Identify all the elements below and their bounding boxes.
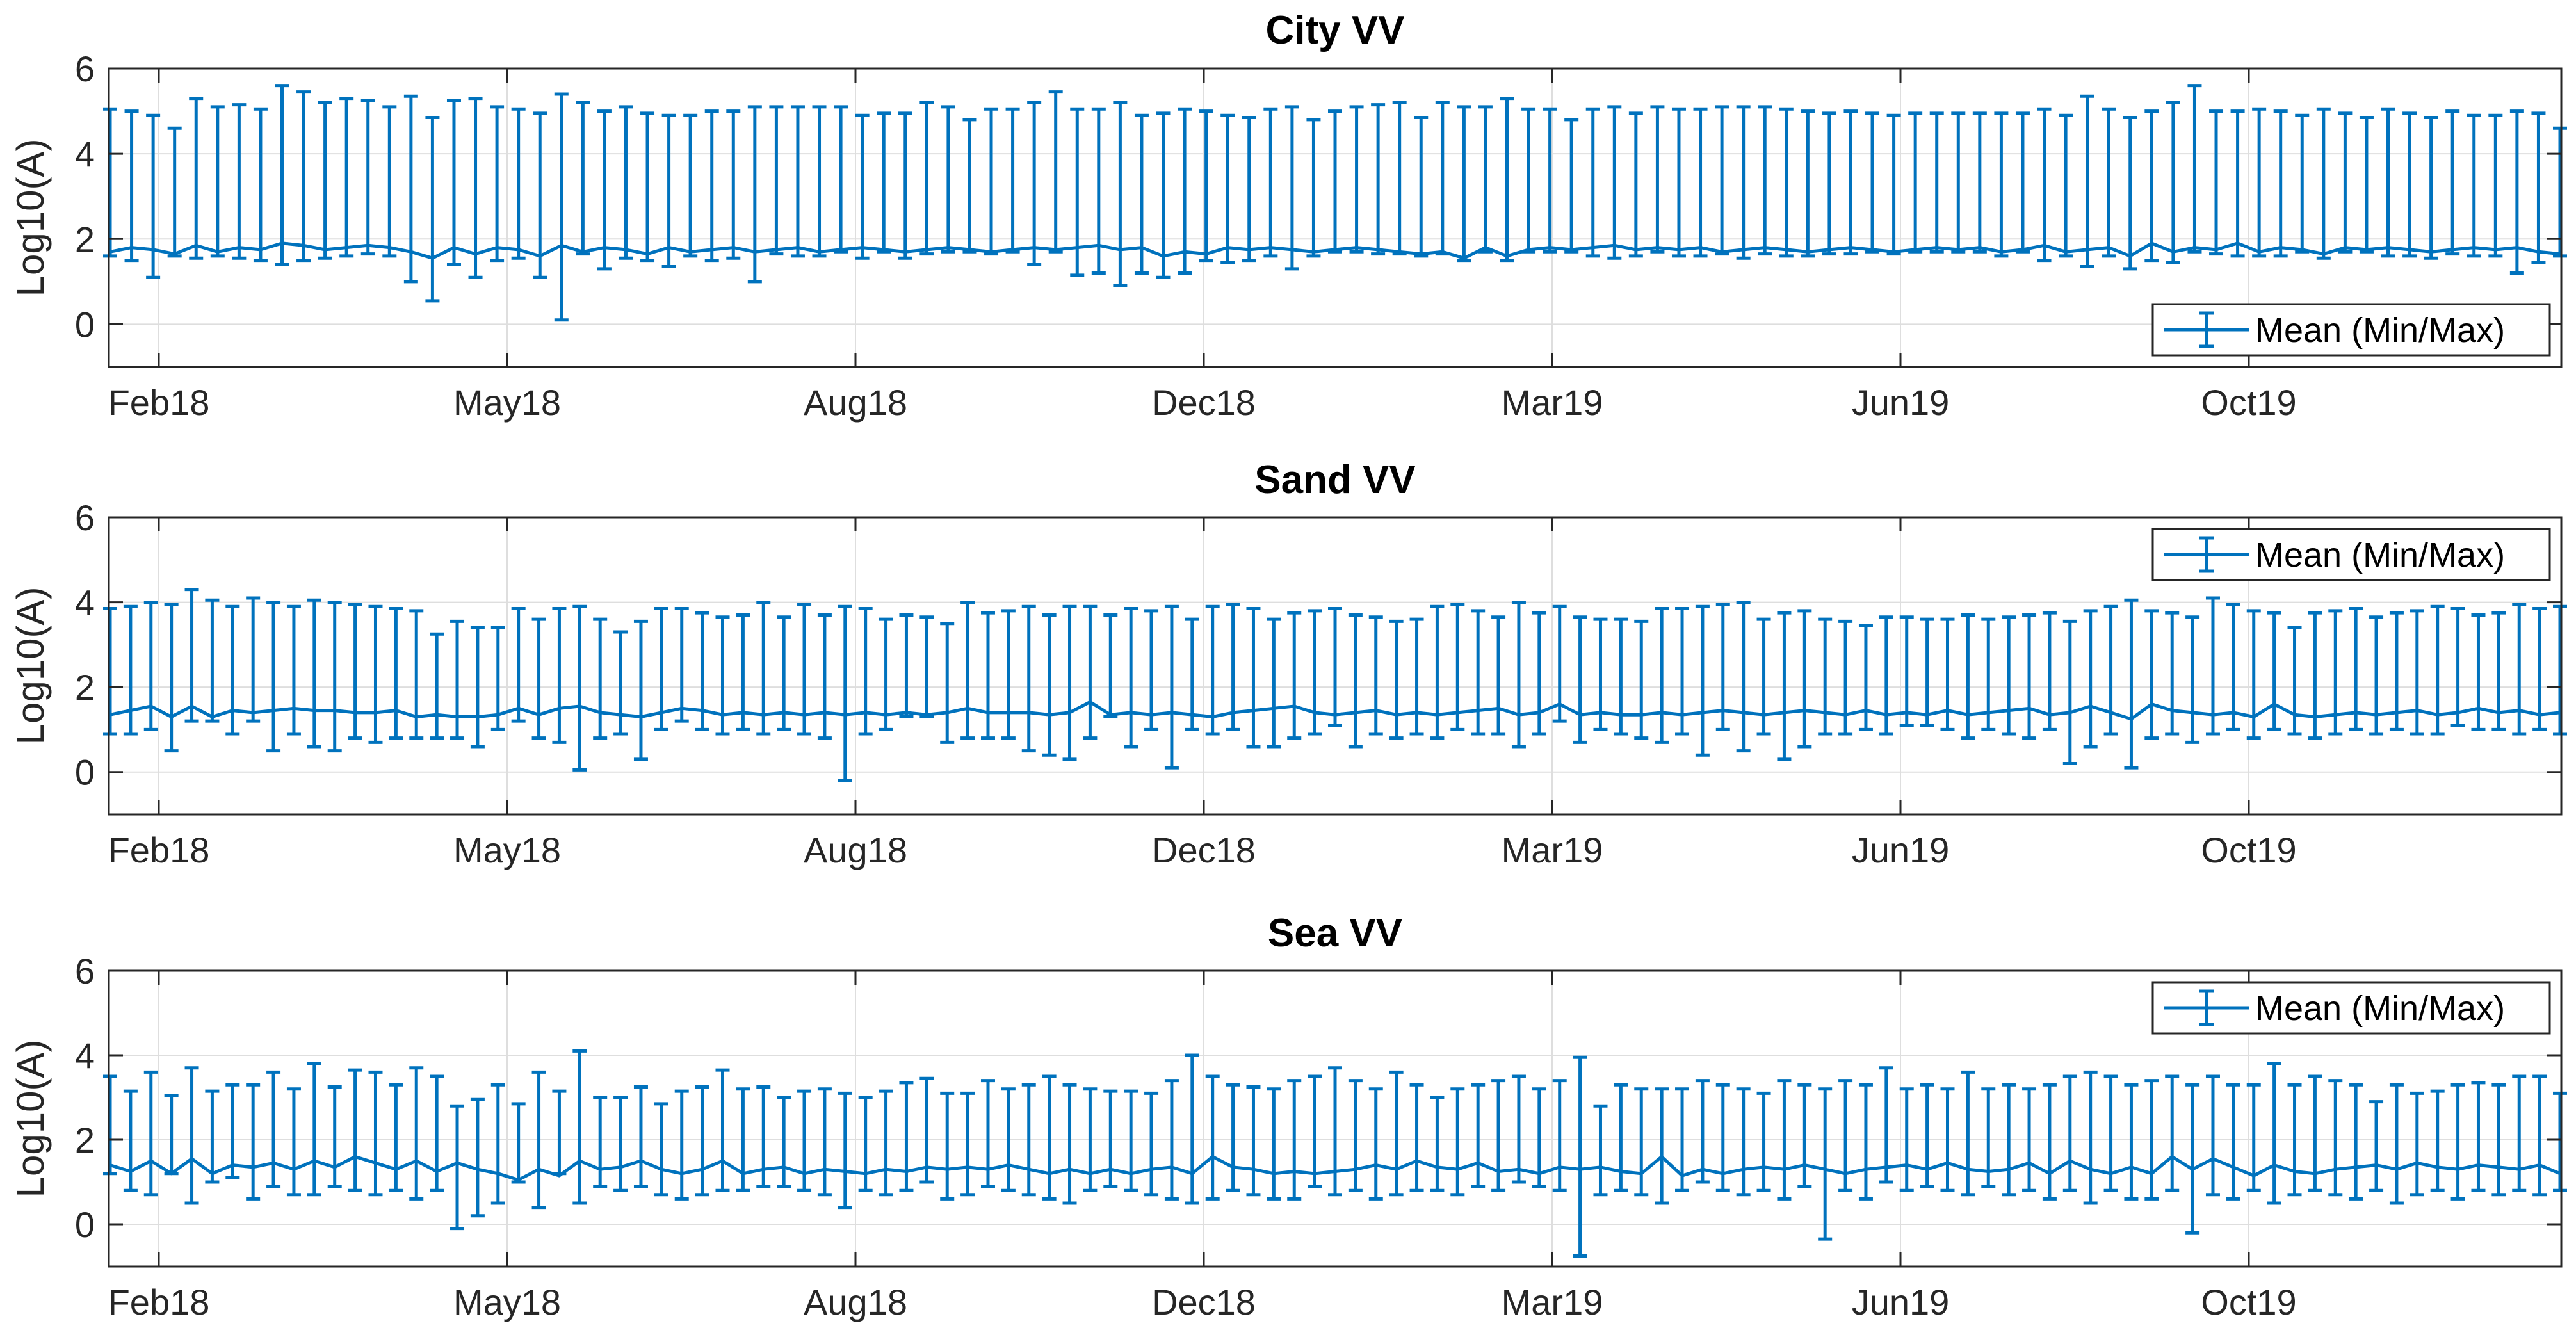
y-tick-label: 4 [75, 134, 95, 174]
mean-line [109, 700, 2561, 721]
y-tick-label: 0 [75, 1204, 95, 1245]
legend: Mean (Min/Max) [2151, 528, 2551, 581]
x-tick-label: Feb18 [108, 382, 210, 423]
y-tick-label: 2 [75, 1120, 95, 1160]
x-tick-label: Dec18 [1152, 382, 1256, 423]
y-tick-label: 0 [75, 752, 95, 793]
mean-line [109, 241, 2561, 260]
y-axis-label: Log10(A) [9, 1040, 52, 1198]
x-tick-label: Jun19 [1852, 382, 1950, 423]
legend-label: Mean (Min/Max) [2255, 311, 2505, 350]
y-tick-label: 6 [75, 49, 95, 89]
legend: Mean (Min/Max) [2151, 303, 2551, 357]
x-tick-label: Jun19 [1852, 1282, 1950, 1322]
chart-panel-2: 0 2 4 6 Feb18 May18 Aug18 Dec18 Mar19 Jun19 Oct19 S… [9, 458, 2567, 870]
x-tick-label: Jun19 [1852, 830, 1950, 870]
legend-label: Mean (Min/Max) [2255, 989, 2505, 1028]
y-tick-label: 6 [75, 951, 95, 991]
chart-title: City VV [1265, 8, 1404, 53]
x-tick-label: May18 [453, 830, 561, 870]
legend: Mean (Min/Max) [2151, 981, 2551, 1035]
x-tick-label: Oct19 [2201, 382, 2296, 423]
x-tick-label: Mar19 [1502, 1282, 1603, 1322]
x-tick-label: May18 [453, 382, 561, 423]
y-tick-label: 2 [75, 667, 95, 708]
y-axis-label: Log10(A) [9, 139, 52, 297]
chart-panel-3: 0 2 4 6 Feb18 May18 Aug18 Dec18 Mar19 Jun19 Oct19 S… [9, 911, 2567, 1322]
axes-box [108, 67, 2563, 368]
chart-panel-1: 0 2 4 6 Feb18 May18 Aug18 Dec18 Mar19 Jun19 Oct19 C… [9, 8, 2567, 423]
x-tick-label: Aug18 [804, 1282, 907, 1322]
x-tick-label: Feb18 [108, 830, 210, 870]
mean-line [109, 1154, 2561, 1182]
x-tick-label: Feb18 [108, 1282, 210, 1322]
x-tick-label: Oct19 [2201, 1282, 2296, 1322]
y-axis-label: Log10(A) [9, 587, 52, 745]
x-tick-label: Dec18 [1152, 1282, 1256, 1322]
x-tick-label: Oct19 [2201, 830, 2296, 870]
y-tick-label: 0 [75, 304, 95, 344]
x-tick-label: Aug18 [804, 830, 907, 870]
x-tick-label: Mar19 [1502, 830, 1603, 870]
axes-box [108, 516, 2563, 816]
x-tick-label: Dec18 [1152, 830, 1256, 870]
chart-title: Sea VV [1268, 911, 1402, 955]
axes-box [108, 969, 2563, 1268]
x-tick-label: May18 [453, 1282, 561, 1322]
x-tick-label: Mar19 [1502, 382, 1603, 423]
y-tick-label: 2 [75, 219, 95, 259]
legend-label: Mean (Min/Max) [2255, 536, 2505, 574]
y-tick-label: 4 [75, 1035, 95, 1076]
y-tick-label: 6 [75, 498, 95, 538]
y-tick-label: 4 [75, 583, 95, 623]
x-tick-label: Aug18 [804, 382, 907, 423]
chart-title: Sand VV [1254, 458, 1416, 502]
